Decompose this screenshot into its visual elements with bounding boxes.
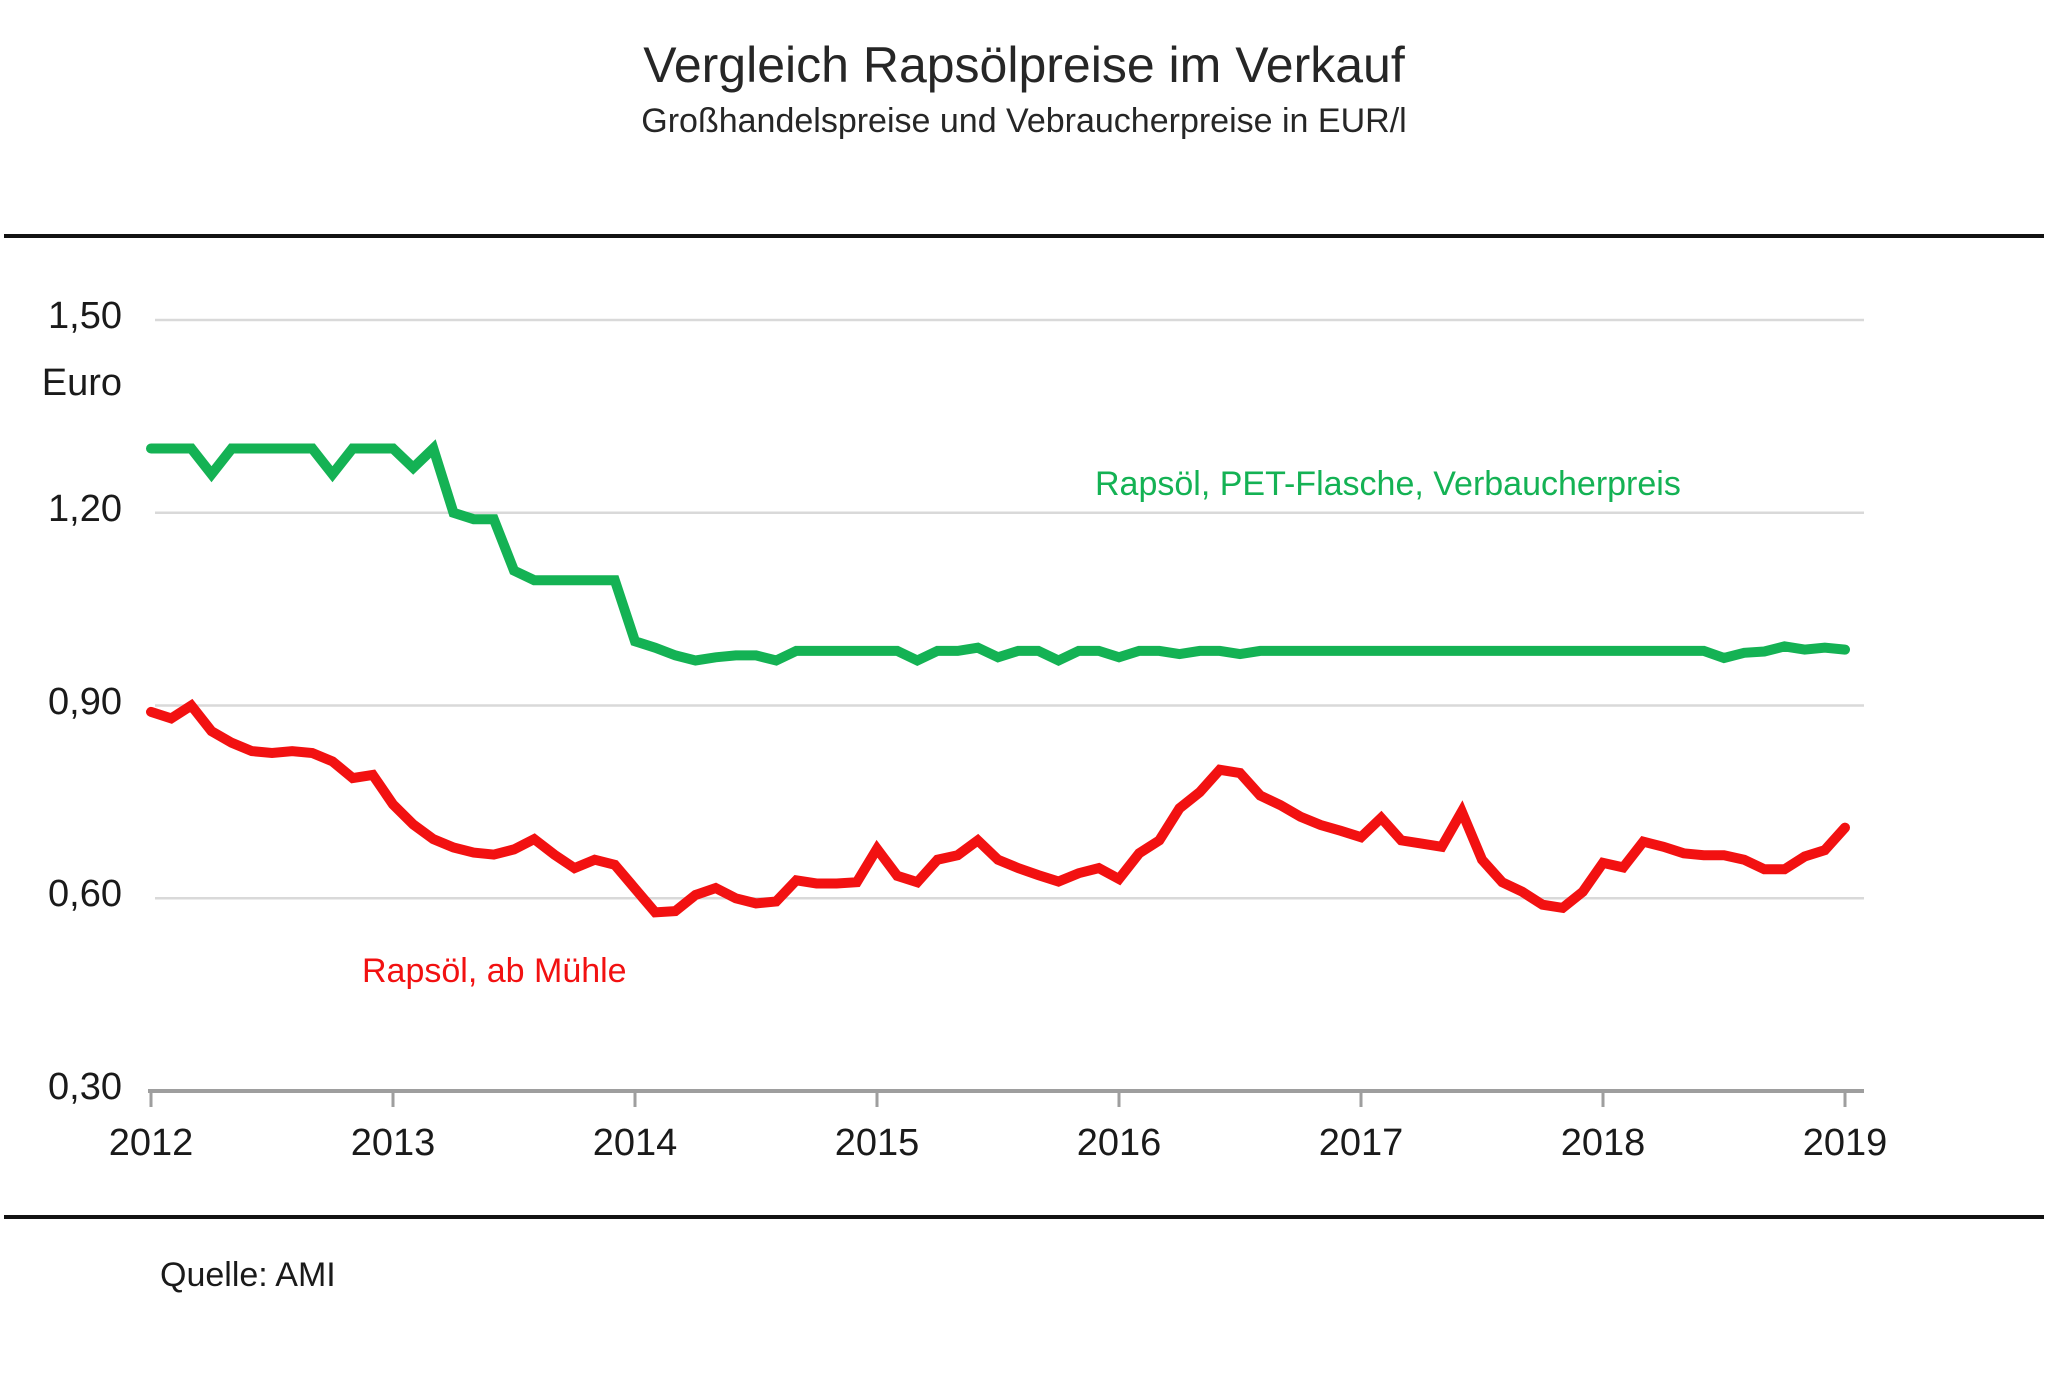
- chart-subtitle: Großhandelspreise und Vebraucherpreise i…: [641, 102, 1407, 140]
- series-label-consumer: Rapsöl, PET-Flasche, Verbaucherpreis: [1095, 465, 1681, 503]
- x-tick-label-2019: 2019: [1802, 1122, 1888, 1164]
- x-tick-label-2013: 2013: [350, 1122, 436, 1164]
- chart-title: Vergleich Rapsölpreise im Verkauf: [643, 37, 1405, 93]
- x-tick-label-2014: 2014: [592, 1122, 678, 1164]
- x-tick-label-2017: 2017: [1318, 1122, 1404, 1164]
- bottom-divider: [4, 1215, 2044, 1219]
- source-label: Quelle: AMI: [160, 1256, 336, 1294]
- y-tick-label-030: 0,30: [48, 1066, 122, 1108]
- y-tick-label-150: 1,50: [48, 295, 122, 337]
- x-tick-label-2016: 2016: [1076, 1122, 1162, 1164]
- x-tick-label-2018: 2018: [1560, 1122, 1646, 1164]
- top-divider: [4, 234, 2044, 238]
- series-label-mill: Rapsöl, ab Mühle: [362, 952, 627, 990]
- x-tick-label-2015: 2015: [834, 1122, 920, 1164]
- y-axis-unit-label: Euro: [41, 362, 122, 404]
- y-tick-label-120: 1,20: [48, 488, 122, 530]
- y-tick-label-060: 0,60: [48, 873, 122, 915]
- y-tick-label-090: 0,90: [48, 681, 122, 723]
- x-tick-label-2012: 2012: [108, 1122, 194, 1164]
